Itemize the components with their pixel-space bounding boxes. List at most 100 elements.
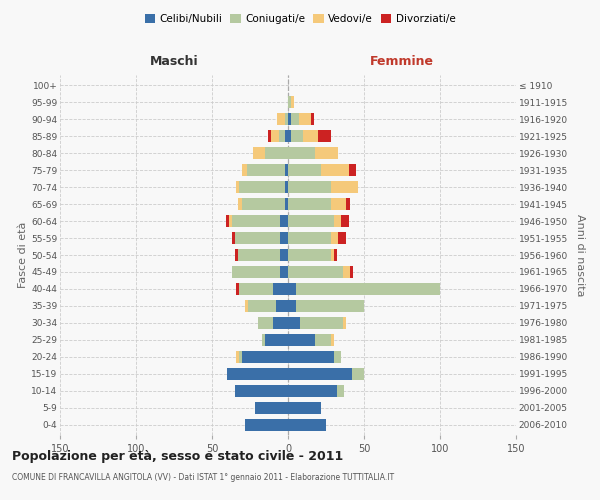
Bar — [285, 130, 288, 142]
Bar — [235, 249, 238, 261]
Bar — [265, 334, 288, 346]
Bar — [349, 164, 356, 176]
Bar — [280, 215, 288, 227]
Bar — [280, 232, 288, 244]
Bar — [285, 164, 288, 176]
Bar — [337, 384, 344, 397]
Bar — [311, 113, 314, 126]
Bar — [227, 368, 288, 380]
Bar — [291, 113, 299, 126]
Bar — [248, 300, 276, 312]
Text: Femmine: Femmine — [370, 55, 434, 68]
Bar — [236, 351, 239, 363]
Bar — [280, 249, 288, 261]
Bar — [331, 198, 346, 210]
Bar — [242, 198, 285, 210]
Bar — [288, 334, 316, 346]
Bar — [291, 130, 303, 142]
Bar — [331, 181, 358, 193]
Bar — [350, 266, 353, 278]
Bar — [235, 232, 280, 244]
Bar — [265, 147, 288, 159]
Bar — [226, 215, 229, 227]
Bar — [285, 113, 288, 126]
Bar — [288, 384, 337, 397]
Bar — [235, 384, 288, 397]
Bar — [242, 351, 288, 363]
Bar — [238, 198, 242, 210]
Bar — [343, 317, 346, 329]
Bar — [276, 300, 288, 312]
Bar — [288, 215, 334, 227]
Bar — [279, 130, 285, 142]
Bar — [288, 266, 343, 278]
Bar — [334, 249, 337, 261]
Bar — [296, 300, 364, 312]
Bar — [268, 130, 271, 142]
Bar — [232, 266, 280, 278]
Bar — [316, 334, 331, 346]
Bar — [253, 147, 265, 159]
Bar — [242, 164, 247, 176]
Bar — [229, 215, 232, 227]
Y-axis label: Fasce di età: Fasce di età — [18, 222, 28, 288]
Bar — [288, 164, 322, 176]
Bar — [331, 249, 334, 261]
Bar — [236, 283, 239, 295]
Bar — [291, 96, 294, 108]
Bar — [277, 113, 285, 126]
Bar — [271, 130, 279, 142]
Bar — [288, 351, 334, 363]
Legend: Celibi/Nubili, Coniugati/e, Vedovi/e, Divorziati/e: Celibi/Nubili, Coniugati/e, Vedovi/e, Di… — [140, 10, 460, 29]
Bar — [343, 266, 350, 278]
Bar — [288, 368, 352, 380]
Bar — [285, 198, 288, 210]
Bar — [288, 147, 316, 159]
Bar — [334, 351, 341, 363]
Bar — [346, 198, 350, 210]
Bar — [352, 368, 364, 380]
Bar — [288, 300, 296, 312]
Bar — [262, 334, 265, 346]
Bar — [285, 181, 288, 193]
Bar — [245, 300, 248, 312]
Bar — [245, 418, 288, 431]
Bar — [232, 232, 235, 244]
Bar — [254, 402, 288, 414]
Bar — [303, 130, 319, 142]
Bar — [288, 181, 331, 193]
Bar — [288, 96, 291, 108]
Bar — [239, 181, 285, 193]
Bar — [247, 164, 285, 176]
Bar — [288, 418, 326, 431]
Text: Maschi: Maschi — [149, 55, 199, 68]
Bar — [322, 164, 349, 176]
Bar — [288, 232, 331, 244]
Bar — [239, 351, 242, 363]
Bar — [257, 317, 273, 329]
Text: COMUNE DI FRANCAVILLA ANGITOLA (VV) - Dati ISTAT 1° gennaio 2011 - Elaborazione : COMUNE DI FRANCAVILLA ANGITOLA (VV) - Da… — [12, 472, 394, 482]
Y-axis label: Anni di nascita: Anni di nascita — [575, 214, 584, 296]
Bar — [288, 249, 331, 261]
Bar — [273, 317, 288, 329]
Bar — [300, 317, 343, 329]
Bar — [288, 283, 296, 295]
Bar — [239, 283, 273, 295]
Bar — [338, 232, 346, 244]
Bar — [331, 334, 334, 346]
Text: Popolazione per età, sesso e stato civile - 2011: Popolazione per età, sesso e stato civil… — [12, 450, 343, 463]
Bar — [334, 215, 341, 227]
Bar — [341, 215, 349, 227]
Bar — [273, 283, 288, 295]
Bar — [316, 147, 338, 159]
Bar — [280, 266, 288, 278]
Bar — [319, 130, 331, 142]
Bar — [238, 249, 280, 261]
Bar — [296, 283, 440, 295]
Bar — [288, 198, 331, 210]
Bar — [288, 317, 300, 329]
Bar — [288, 130, 291, 142]
Bar — [288, 113, 291, 126]
Bar — [232, 215, 280, 227]
Bar — [236, 181, 239, 193]
